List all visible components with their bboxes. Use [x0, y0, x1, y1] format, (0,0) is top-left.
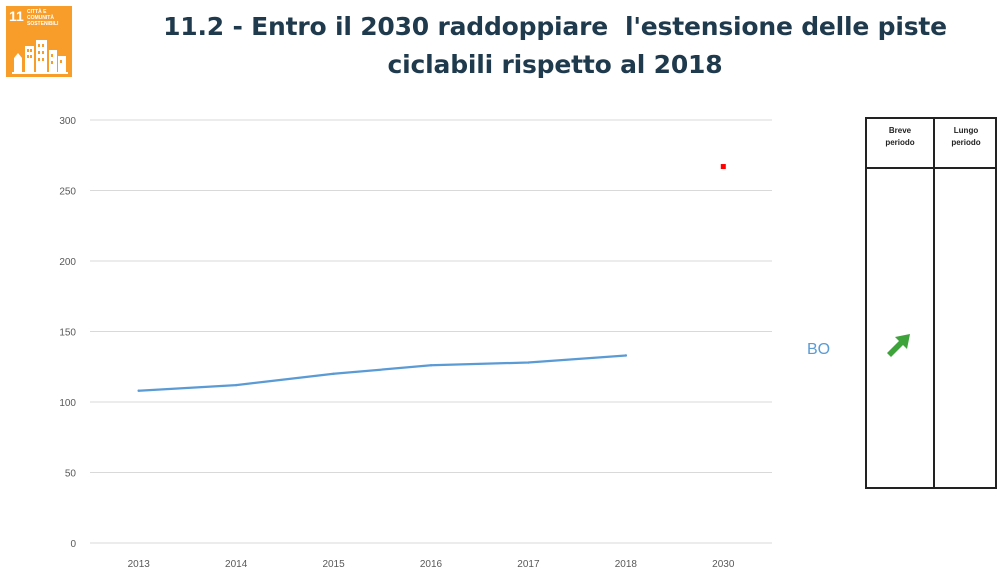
series-point	[234, 383, 238, 387]
sdg-goal-text: Città e comunità sostenibili	[27, 9, 59, 27]
trend-table-header-divider	[867, 167, 995, 169]
header-short-term: Breve periodo	[885, 126, 915, 147]
x-tick-label: 2018	[615, 559, 638, 570]
trend-table: Breve periodo Lungo periodo	[865, 117, 997, 489]
city-buildings-icon	[12, 40, 68, 74]
x-tick-label: 2017	[517, 559, 540, 570]
y-tick-label: 50	[65, 469, 77, 480]
line-chart: 0 50 100 150 200 250 300 2013 2014 2015 2016 2017 20…	[59, 116, 772, 570]
series-point	[137, 389, 140, 392]
x-tick-label: 2030	[712, 559, 735, 570]
x-tick-label: 2014	[225, 559, 248, 570]
target-point	[720, 164, 726, 170]
y-tick-label: 200	[59, 257, 76, 268]
series-point	[332, 372, 335, 375]
slide-title: 11.2 - Entro il 2030 raddoppiare l'esten…	[110, 8, 1000, 84]
sdg-number: 11	[9, 8, 24, 24]
title-line-2: ciclabili rispetto al 2018	[387, 50, 723, 79]
series-point	[527, 361, 530, 364]
trend-table-column-divider	[933, 119, 935, 487]
y-tick-label: 150	[59, 328, 76, 339]
series-line	[137, 354, 628, 392]
x-tick-label: 2013	[128, 559, 151, 570]
title-line-1: 11.2 - Entro il 2030 raddoppiare l'esten…	[163, 12, 947, 41]
series-point	[624, 354, 628, 357]
series-point	[429, 364, 433, 367]
header-long-term: Lungo periodo	[951, 126, 981, 147]
y-tick-label: 100	[59, 398, 76, 409]
x-tick-label: 2015	[322, 559, 345, 570]
y-tick-label: 0	[70, 539, 76, 550]
sdg-11-badge: 11 Città e comunità sostenibili	[6, 6, 72, 77]
y-tick-label: 300	[59, 116, 76, 127]
city-label: BO	[807, 341, 831, 358]
up-right-arrow-icon	[887, 334, 910, 357]
x-tick-label: 2016	[420, 559, 443, 570]
y-tick-label: 250	[59, 187, 76, 198]
